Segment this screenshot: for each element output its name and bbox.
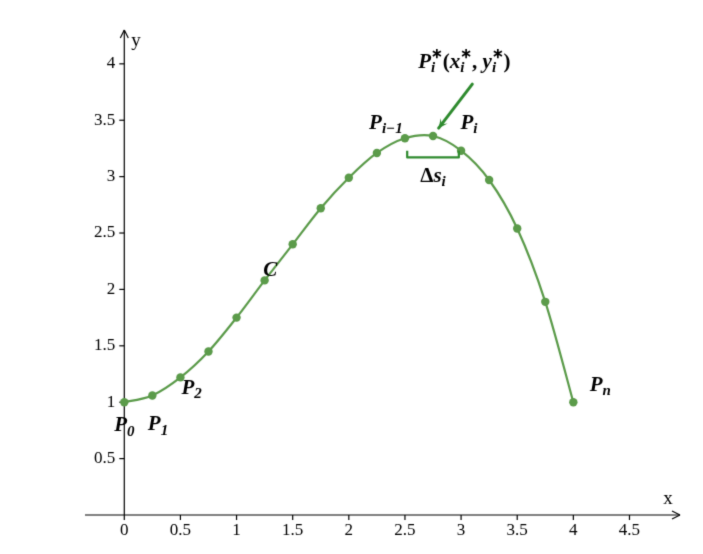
curve-diagram-canvas: [0, 0, 703, 554]
